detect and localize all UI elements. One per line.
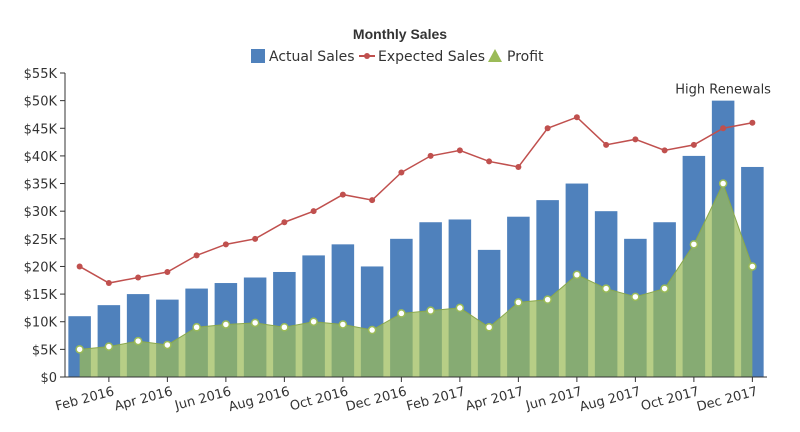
y-tick-label: $20K <box>24 260 58 275</box>
profit-point <box>338 320 348 329</box>
x-tick-label: Oct 2016 <box>288 384 350 414</box>
legend-swatch-actual-sales <box>251 49 265 63</box>
profit-point <box>309 317 318 326</box>
legend-label-actual-sales: Actual Sales <box>269 49 355 65</box>
profit-point <box>426 306 435 315</box>
profit-point <box>631 292 640 302</box>
expected-sales-point <box>749 119 756 126</box>
profit-point <box>163 340 172 350</box>
expected-sales-point <box>164 268 171 275</box>
y-tick-label: $40K <box>24 150 58 165</box>
x-tick-label: Apr 2017 <box>464 384 526 414</box>
expected-sales-point <box>310 208 317 215</box>
expected-sales-point <box>690 141 697 148</box>
profit-point <box>514 298 523 307</box>
profit-point <box>280 323 289 332</box>
x-tick-label: Dec 2016 <box>344 384 408 415</box>
expected-sales-point <box>193 252 200 259</box>
x-tick-label: Jun 2016 <box>172 384 232 414</box>
profit-area-outline <box>79 182 753 350</box>
profit-point <box>689 240 699 249</box>
profit-point <box>660 284 669 293</box>
y-tick-label: $5K <box>32 343 58 358</box>
x-tick-label: Feb 2016 <box>54 384 116 414</box>
expected-sales-point <box>661 147 668 154</box>
y-tick-label: $15K <box>24 288 58 303</box>
profit-point <box>192 323 201 332</box>
profit-point <box>104 342 114 351</box>
legend: Actual Sales Expected Sales Profit <box>251 49 544 65</box>
expected-sales-point <box>369 197 376 204</box>
profit-point <box>484 323 494 332</box>
chart-title: Monthly Sales <box>353 26 447 42</box>
y-tick-label: $35K <box>24 178 58 193</box>
expected-sales-point <box>105 280 112 287</box>
profit-point <box>367 325 377 335</box>
x-tick-label: Feb 2017 <box>405 384 467 414</box>
profit-point <box>133 336 143 346</box>
expected-sales-point <box>544 125 551 132</box>
annotations: High Renewals <box>675 83 771 98</box>
legend-label-expected-sales: Expected Sales <box>378 49 485 65</box>
y-tick-label: $50K <box>24 95 58 110</box>
expected-sales-path <box>79 116 753 284</box>
legend-swatch-profit <box>488 49 502 62</box>
expected-sales-point <box>603 141 610 148</box>
expected-sales-point <box>398 169 405 176</box>
expected-sales-point <box>456 147 463 154</box>
profit-area <box>75 179 757 377</box>
x-tick-label: Aug 2017 <box>578 384 642 415</box>
expected-sales-point <box>281 219 288 226</box>
x-tick-label: Aug 2016 <box>227 384 291 415</box>
expected-sales-point <box>222 241 229 248</box>
y-tick-label: $10K <box>24 316 58 331</box>
expected-sales-point <box>427 152 434 159</box>
profit-point <box>397 309 406 318</box>
x-tick-label: Apr 2016 <box>113 384 175 414</box>
expected-sales-point <box>486 158 493 165</box>
y-tick-label: $55K <box>24 67 58 82</box>
y-tick-label: $0 <box>40 371 57 386</box>
expected-sales-point <box>76 263 83 270</box>
y-tick-label: $25K <box>24 233 58 248</box>
expected-sales-line <box>76 114 756 287</box>
profit-point <box>601 284 611 293</box>
profit-area-fill <box>79 183 753 377</box>
x-tick-label: Oct 2017 <box>639 384 701 414</box>
expected-sales-point <box>720 125 727 132</box>
y-tick-label: $30K <box>24 205 58 220</box>
expected-sales-point <box>515 163 522 170</box>
legend-marker-expected-sales <box>364 53 370 59</box>
profit-point <box>748 262 757 271</box>
profit-point <box>543 295 552 304</box>
y-axis: $0 $5K $10K $15K $20K $25K $30K $35K $40K $45K $50… <box>24 67 66 386</box>
expected-sales-point <box>632 136 639 143</box>
expected-sales-point <box>252 235 259 242</box>
legend-label-profit: Profit <box>507 49 544 65</box>
expected-sales-point <box>135 274 142 281</box>
x-tick-label: Jun 2017 <box>523 384 583 414</box>
profit-point <box>718 179 728 188</box>
annotation-label: High Renewals <box>675 83 771 98</box>
profit-point <box>572 270 582 279</box>
expected-sales-point <box>339 191 346 198</box>
profit-point <box>250 318 260 328</box>
profit-point <box>75 345 84 354</box>
profit-point <box>221 320 231 329</box>
profit-point <box>455 303 465 313</box>
y-tick-label: $45K <box>24 122 58 137</box>
expected-sales-point <box>573 114 580 121</box>
x-tick-label: Dec 2017 <box>695 384 759 415</box>
